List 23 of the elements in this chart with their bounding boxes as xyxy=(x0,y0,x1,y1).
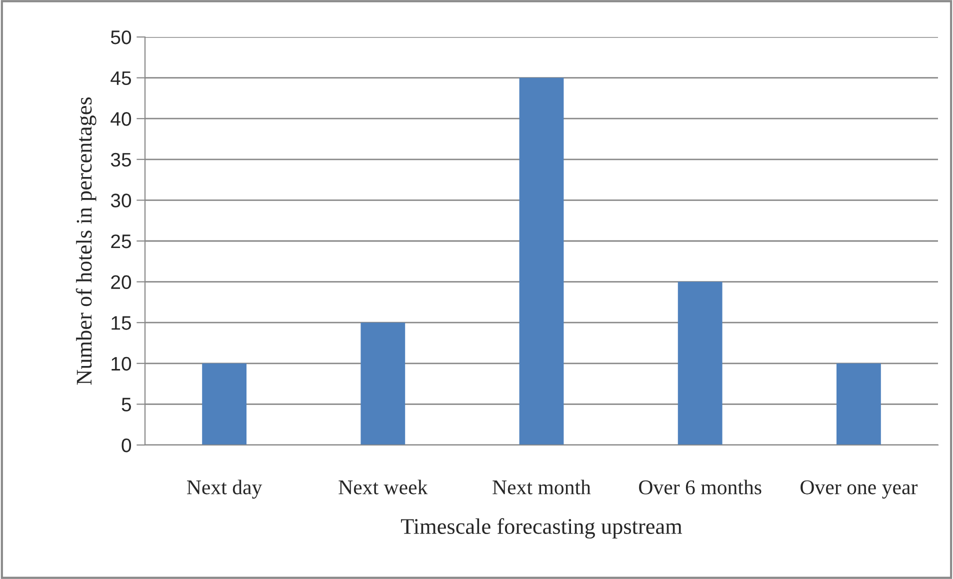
x-tick-label: Next month xyxy=(492,480,591,494)
bar xyxy=(202,363,247,445)
y-tick-label: 35 xyxy=(110,152,131,167)
x-axis-title: Timescale forecasting upstream xyxy=(400,518,682,539)
y-tick-label: 10 xyxy=(112,356,132,371)
y-axis-title: Number of hotels in percentages xyxy=(76,97,96,385)
x-tick-label: Over 6 months xyxy=(639,480,762,494)
bar xyxy=(836,363,881,445)
x-tick-label: Next day xyxy=(187,480,262,499)
y-tick-label: 15 xyxy=(112,316,131,330)
y-tick-label: 5 xyxy=(122,398,131,412)
bar xyxy=(519,78,564,445)
bar xyxy=(678,282,722,445)
y-tick-label: 40 xyxy=(110,112,132,126)
y-tick-label: 20 xyxy=(111,275,132,290)
y-tick-label: 30 xyxy=(110,194,132,208)
y-tick-label: 50 xyxy=(110,30,132,44)
bar xyxy=(360,322,406,445)
y-tick-label: 45 xyxy=(110,71,131,86)
x-tick-label: Next week xyxy=(338,480,428,494)
x-tick-label: Over one year xyxy=(800,480,918,499)
y-tick-label: 0 xyxy=(122,438,132,452)
y-tick-label: 25 xyxy=(111,234,131,248)
